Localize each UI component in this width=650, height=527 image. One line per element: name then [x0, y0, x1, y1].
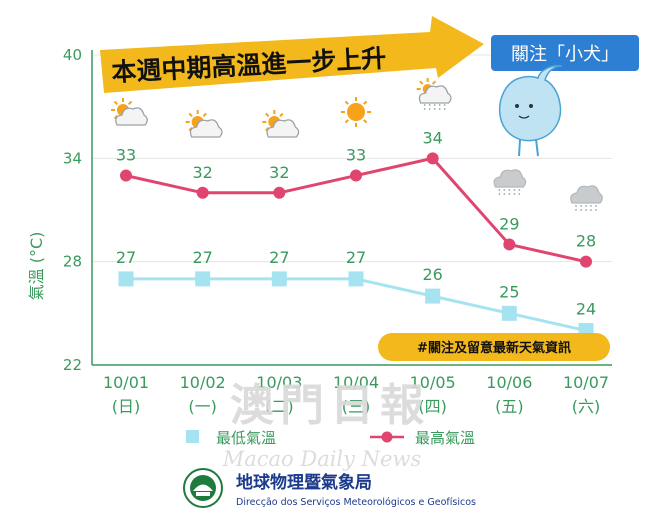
y-tick-label: 28 [63, 253, 82, 271]
data-point-low [118, 271, 134, 287]
legend-high-swatch [381, 431, 393, 443]
y-ticks: 22 28 34 40 [63, 46, 82, 374]
x-tick-sublabel: (日) [112, 397, 141, 416]
x-tick-sublabel: (三) [342, 397, 371, 416]
y-axis-label: 氣溫 (°C) [27, 232, 46, 301]
data-point-low [348, 271, 364, 287]
data-label-low: 26 [422, 265, 442, 284]
x-tick-label: 10/04 [333, 373, 379, 392]
org-name-pt: Direcção dos Serviços Meteorológicos e G… [236, 497, 476, 508]
y-tick-label: 22 [63, 356, 82, 374]
y-tick-label: 40 [63, 46, 82, 64]
data-label-low: 27 [269, 248, 289, 267]
legend-high-label: 最高氣溫 [415, 429, 475, 447]
sun-cloud-icon [262, 110, 300, 138]
data-label-high: 33 [346, 146, 366, 165]
y-tick-label: 34 [63, 149, 82, 167]
sun-icon [341, 97, 371, 127]
data-point-high [350, 169, 362, 182]
data-label-low: 27 [192, 248, 212, 267]
x-tick-label: 10/06 [486, 373, 532, 392]
x-tick-label: 10/05 [410, 373, 456, 392]
data-point-low [425, 288, 441, 304]
data-point-low [195, 271, 211, 287]
data-label-low: 25 [499, 282, 519, 301]
sun-rain-icon [416, 78, 452, 110]
x-tick-sublabel: (二) [265, 397, 294, 416]
legend-low-swatch [186, 430, 199, 443]
data-point-high [580, 255, 592, 268]
data-point-high [273, 186, 286, 199]
data-label-high: 28 [576, 232, 596, 251]
rain-icon [570, 185, 603, 211]
legend: 最低氣溫 最高氣溫 [186, 429, 475, 447]
watermark-en: Macao Daily News [222, 447, 422, 471]
legend-low-label: 最低氣溫 [216, 429, 276, 447]
rain-icon [493, 169, 527, 195]
x-tick-label: 10/07 [563, 373, 609, 392]
newspaper-watermark: 澳門日報 Macao Daily News [222, 380, 430, 471]
x-tick-sublabel: (一) [188, 397, 217, 416]
x-ticks: 10/01 (日) 10/02 (一) 10/03 (二) 10/04 (三) 10/05 (四)… [103, 373, 609, 416]
data-point-high [503, 238, 516, 251]
data-label-high: 32 [269, 163, 289, 182]
series: 27 27 27 27 26 25 24 33 32 32 33 34 29 28 [116, 128, 596, 339]
data-label-high: 34 [422, 128, 442, 147]
raindrop-mascot-icon [498, 64, 563, 157]
weather-icons [111, 78, 603, 211]
typhoon-tag-text: 關注「小犬」 [511, 44, 619, 65]
x-tick-sublabel: (六) [572, 397, 601, 416]
data-label-high: 29 [499, 214, 519, 233]
data-label-high: 33 [116, 146, 136, 165]
data-label-high: 32 [192, 163, 212, 182]
data-label-low: 27 [116, 248, 136, 267]
x-tick-label: 10/02 [180, 373, 226, 392]
x-tick-sublabel: (四) [418, 397, 447, 416]
x-tick-sublabel: (五) [495, 397, 524, 416]
data-point-low [271, 271, 287, 287]
data-point-high [120, 169, 132, 182]
hashtag-text: #關注及留意最新天氣資訊 [417, 340, 571, 356]
data-label-low: 24 [576, 300, 596, 319]
sun-cloud-icon [111, 98, 148, 126]
data-point-low [501, 305, 517, 321]
sun-cloud-icon [185, 110, 223, 138]
headline-banner: 本週中期高溫進一步上升 [100, 16, 484, 93]
data-point-high [426, 152, 439, 165]
smg-logo: 地球物理暨氣象局 Direcção dos Serviços Meteoroló… [183, 468, 476, 508]
x-tick-label: 10/01 [103, 373, 149, 392]
org-name-zh: 地球物理暨氣象局 [236, 472, 372, 493]
data-label-low: 27 [346, 248, 366, 267]
watermark-zh: 澳門日報 [230, 380, 430, 431]
data-point-high [196, 186, 209, 199]
typhoon-tag: 關注「小犬」 [491, 35, 639, 71]
hashtag-pill: #關注及留意最新天氣資訊 [378, 333, 610, 361]
x-tick-label: 10/03 [256, 373, 302, 392]
